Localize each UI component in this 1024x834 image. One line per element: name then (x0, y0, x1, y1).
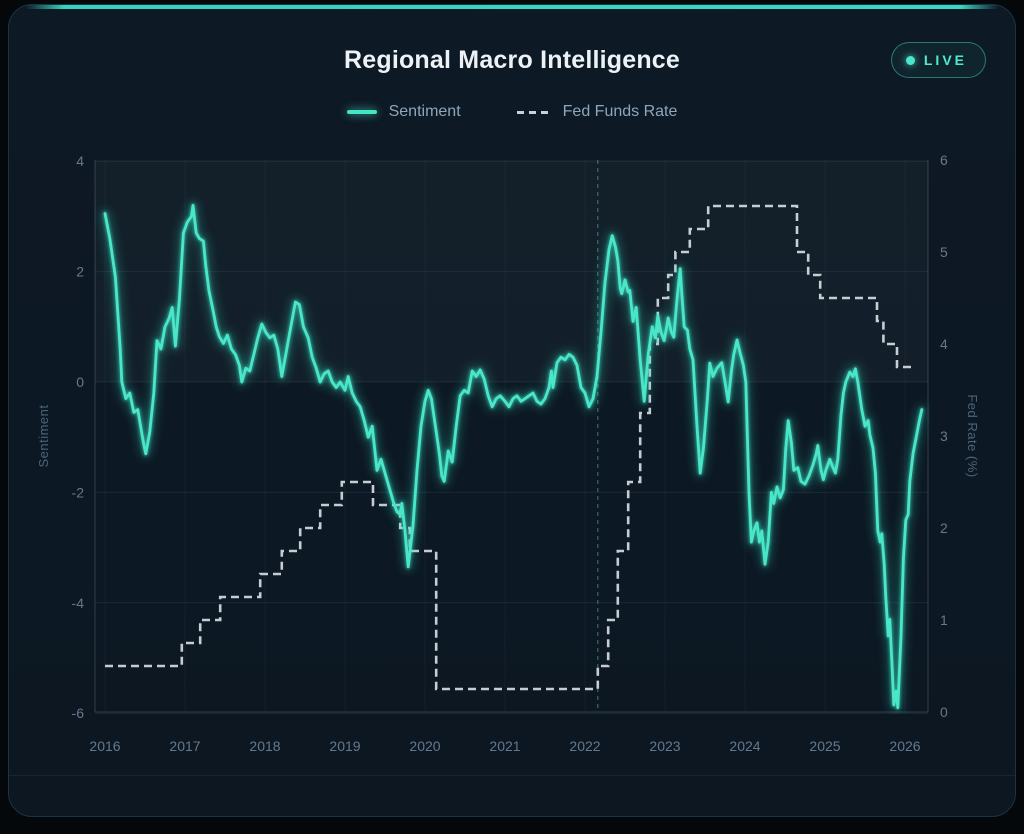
fed-funds-rate-line (105, 204, 915, 691)
plot-background (95, 160, 928, 382)
chart-legend: Sentiment Fed Funds Rate (0, 103, 1024, 121)
gridlines (95, 160, 928, 714)
legend-item-fed-funds[interactable]: Fed Funds Rate (516, 103, 678, 121)
left-tick-2: 2 (76, 264, 84, 280)
x-tick-2026: 2026 (889, 738, 920, 754)
left-tick--4: -4 (72, 595, 85, 611)
axis-frame (94, 160, 929, 713)
x-tick-2023: 2023 (649, 738, 680, 754)
right-tick-4: 4 (940, 336, 948, 352)
x-axis-tick-labels: 2016 2017 2018 2019 2020 2021 2022 2023 2024 2025… (89, 738, 920, 754)
legend-label-fed-funds: Fed Funds Rate (562, 103, 678, 120)
x-tick-2019: 2019 (329, 738, 360, 754)
x-tick-2022: 2022 (569, 738, 600, 754)
x-tick-2025: 2025 (809, 738, 840, 754)
right-tick-5: 5 (940, 244, 948, 260)
legend-label-sentiment: Sentiment (388, 103, 461, 120)
left-tick--6: -6 (72, 705, 85, 721)
x-tick-2020: 2020 (409, 738, 440, 754)
right-tick-2: 2 (940, 520, 948, 536)
left-axis-title: Sentiment (36, 404, 51, 467)
right-tick-1: 1 (940, 612, 948, 628)
right-axis-tick-labels: 6 5 4 3 2 1 0 (940, 152, 948, 720)
right-tick-0: 0 (940, 704, 948, 720)
chart-title: Regional Macro Intelligence (343, 46, 681, 74)
left-tick-0: 0 (76, 374, 84, 390)
live-badge-label: LIVE (923, 52, 967, 68)
live-badge: LIVE (890, 42, 986, 78)
x-tick-2016: 2016 (89, 738, 120, 754)
x-tick-2024: 2024 (729, 738, 760, 754)
dashboard-card (8, 4, 1016, 817)
live-status-dot-icon (905, 55, 915, 65)
sentiment-line (103, 204, 924, 710)
right-tick-6: 6 (940, 152, 948, 168)
x-tick-2021: 2021 (489, 738, 520, 754)
card-footer-divider (9, 775, 1015, 776)
x-tick-2017: 2017 (169, 738, 200, 754)
x-tick-2018: 2018 (249, 738, 280, 754)
left-tick--2: -2 (72, 484, 85, 500)
fed-funds-dashed-swatch-icon (516, 110, 551, 114)
left-tick-4: 4 (76, 153, 84, 169)
legend-item-sentiment[interactable]: Sentiment (346, 103, 461, 121)
card-top-accent-bar (25, 5, 999, 9)
left-axis-tick-labels: 4 2 0 -2 -4 -6 (72, 153, 85, 721)
right-axis-title: Fed Rate (%) (965, 394, 980, 477)
right-tick-3: 3 (940, 428, 948, 444)
sentiment-line-swatch-icon (346, 110, 377, 114)
